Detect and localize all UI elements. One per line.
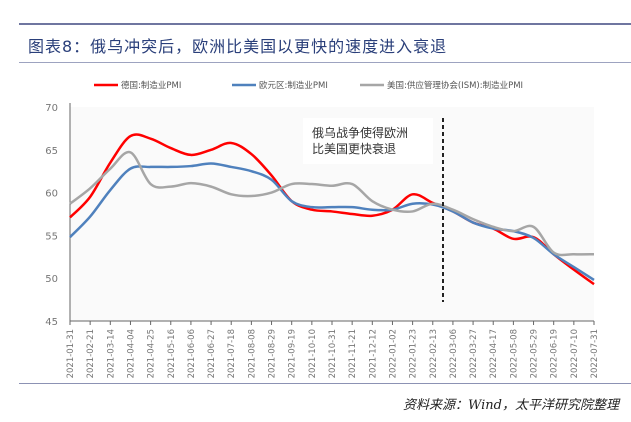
x-tick-label: 2021-02-21 [86,329,96,378]
x-tick-label: 2022-04-17 [489,329,499,378]
legend-label: 欧元区:制造业PMI [259,80,328,91]
legend-label: 美国:供应管理协会(ISM):制造业PMI [387,80,523,91]
x-tick-label: 2021-08-08 [247,329,257,378]
legend: 德国:制造业PMI 欧元区:制造业PMI 美国:供应管理协会(ISM):制造业PMI [94,80,523,91]
series-lines [69,133,595,286]
y-tick-label: 65 [45,146,58,157]
annotation: 俄乌战争使得欧洲 比美国更快衰退 [303,118,444,302]
annotation-box [303,118,433,164]
x-tick-label: 2022-01-23 [409,329,419,378]
x-tick-label: 2021-09-19 [288,329,298,378]
x-tick-label: 2021-12-12 [368,329,378,378]
x-tick-label: 2021-01-31 [66,329,76,378]
x-tick-label: 2022-06-19 [550,329,560,378]
x-tick-label: 2021-07-18 [227,329,237,378]
x-tick-label: 2021-05-16 [167,329,177,378]
x-tick-label: 2021-10-31 [328,329,338,378]
x-tick-label: 2021-08-29 [268,329,278,378]
y-tick-label: 55 [45,231,58,242]
title-rule [19,62,631,63]
x-tick-label: 2022-03-27 [469,329,479,378]
source-note: 资料来源：Wind，太平洋研究院整理 [403,398,619,413]
series-line-2 [69,150,595,257]
x-tick-label: 2022-03-06 [449,329,459,378]
top-rule [19,23,631,25]
x-tick-label: 2022-01-02 [388,329,398,378]
x-tick-label: 2021-06-06 [187,329,197,378]
annotation-text-1: 俄乌战争使得欧洲 [312,125,408,140]
x-tick-label: 2021-06-27 [207,329,217,378]
y-tick-label: 70 [45,103,58,114]
bottom-rule [19,383,631,384]
x-tick-label: 2021-04-04 [126,329,136,378]
x-tick-label: 2022-07-10 [570,329,580,378]
x-tick-label: 2022-05-08 [509,329,519,378]
x-tick-label: 2022-05-29 [530,329,540,378]
figure-title: 图表8：俄乌冲突后，欧洲比美国以更快的速度进入衰退 [28,37,448,56]
legend-label: 德国:制造业PMI [121,80,181,91]
x-tick-label: 2022-02-13 [429,329,439,378]
x-tick-label: 2021-11-21 [348,329,358,378]
y-tick-label: 50 [45,274,58,285]
x-tick-label: 2021-03-14 [106,329,116,378]
x-tick-label: 2021-10-10 [308,329,318,378]
series-line-0 [69,133,595,286]
y-tick-label: 45 [45,317,58,328]
y-tick-label: 60 [45,189,58,200]
x-tick-label: 2021-04-25 [147,329,157,378]
annotation-text-2: 比美国更快衰退 [312,141,396,156]
x-tick-label: 2022-07-31 [590,329,600,378]
